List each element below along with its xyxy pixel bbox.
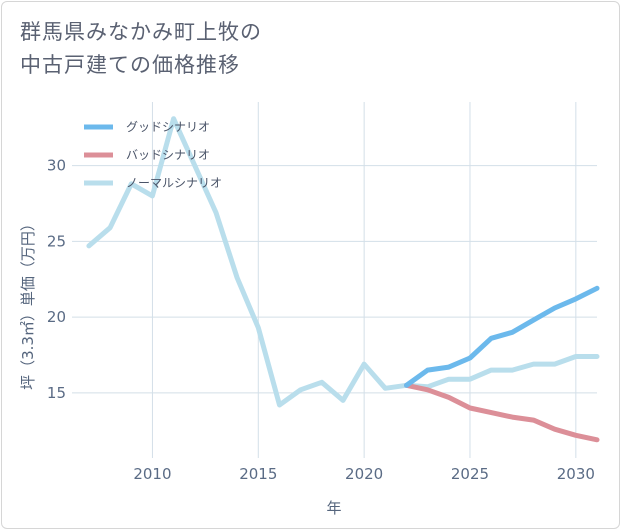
- x-tick-label: 2025: [451, 465, 489, 483]
- x-tick-label: 2015: [239, 465, 277, 483]
- grid: [72, 102, 597, 458]
- x-tick-label: 2010: [133, 465, 171, 483]
- x-axis-label: 年: [326, 499, 341, 517]
- chart-title: 群馬県みなかみ町上牧の 中古戸建ての価格推移: [20, 16, 262, 82]
- series-line-1: [404, 382, 600, 443]
- y-tick-label: 15: [47, 384, 66, 402]
- y-tick-label: 20: [47, 308, 66, 326]
- y-tick-label: 25: [47, 232, 66, 250]
- x-tick-label: 2030: [557, 465, 595, 483]
- chart-title-line1: 群馬県みなかみ町上牧の: [20, 20, 262, 44]
- legend-label: グッドシナリオ: [126, 120, 210, 134]
- legend-label: ノーマルシナリオ: [126, 176, 222, 190]
- series-line-0: [404, 285, 600, 388]
- x-tick-label: 2020: [345, 465, 383, 483]
- legend-label: バッドシナリオ: [126, 148, 210, 162]
- series-lines: [86, 116, 600, 443]
- series-line-2: [86, 116, 600, 408]
- y-tick-label: 30: [47, 157, 66, 175]
- y-axis-label: 坪（3.3㎡）単価（万円）: [19, 216, 37, 390]
- chart-title-line2: 中古戸建ての価格推移: [20, 53, 240, 77]
